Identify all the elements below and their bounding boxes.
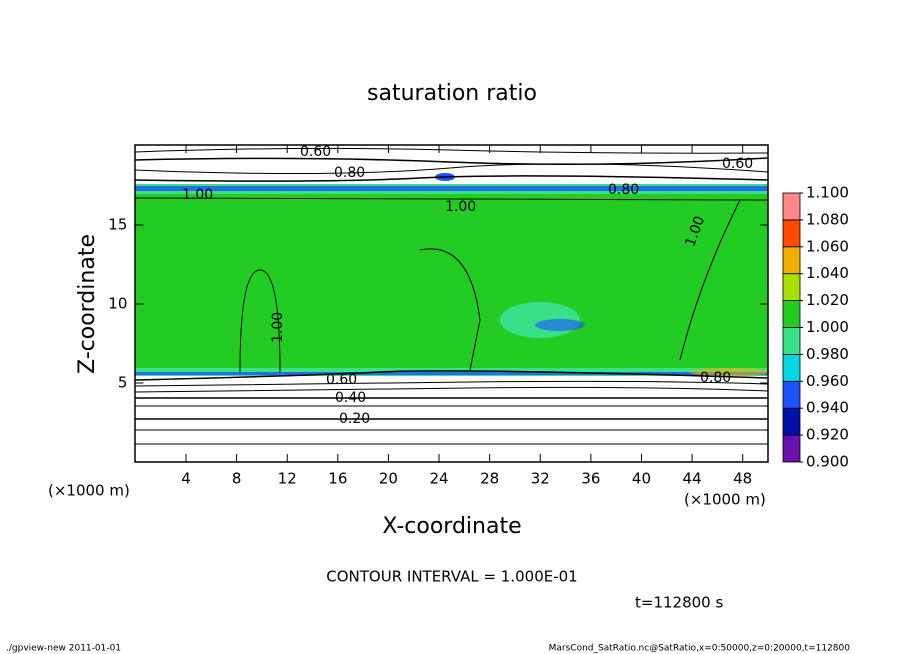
colorbar-label: 0.980 <box>806 345 849 363</box>
x-tick-label: 16 <box>328 470 347 488</box>
contours <box>134 147 769 445</box>
footer-right: MarsCond_SatRatio.nc@SatRatio,x=0:50000,… <box>549 644 851 654</box>
colorbar-label: 1.040 <box>806 264 849 282</box>
x-tick-label: 44 <box>683 470 702 488</box>
contour-label: 1.00 <box>182 187 213 203</box>
colorbar-label: 0.960 <box>806 372 849 390</box>
x-unit: (×1000 m) <box>684 491 766 509</box>
x-tick-label: 48 <box>733 470 752 488</box>
y-unit: (×1000 m) <box>48 482 130 500</box>
colorbar-label: 1.100 <box>806 184 849 202</box>
colorbar-band <box>782 246 801 275</box>
colorbar-label: 0.900 <box>806 453 849 471</box>
colorbar-band <box>782 380 801 409</box>
field-patch <box>690 368 770 376</box>
footer-left: ./gpview-new 2011-01-01 <box>6 644 121 654</box>
field-bottom-edge <box>135 372 768 375</box>
contour-interval: CONTOUR INTERVAL = 1.000E-01 <box>326 568 577 586</box>
contour-label: 0.60 <box>300 144 331 160</box>
contour-label: 0.20 <box>339 411 370 427</box>
x-tick-label: 36 <box>581 470 600 488</box>
colorbar-band <box>782 327 801 355</box>
colorbar-band <box>782 192 801 221</box>
contour-label: 1.00 <box>445 199 476 215</box>
y-tick-label: 5 <box>118 374 128 392</box>
colorbar-label: 1.000 <box>806 318 849 336</box>
x-tick-label: 32 <box>531 470 550 488</box>
contour-label: 0.60 <box>326 372 357 388</box>
colorbar-label: 1.060 <box>806 237 849 255</box>
contour-label: 0.80 <box>608 182 639 198</box>
x-tick-label: 24 <box>430 470 449 488</box>
time-label: t=112800 s <box>635 594 723 612</box>
x-tick-label: 20 <box>379 470 398 488</box>
colorbar-label: 1.020 <box>806 291 849 309</box>
contour-label: 0.80 <box>700 370 731 386</box>
x-axis-label: X-coordinate <box>382 514 521 539</box>
y-axis-label: Z-coordinate <box>75 234 100 374</box>
colorbar-band <box>782 219 801 248</box>
colorbar-band <box>782 353 801 382</box>
contour-label: 0.80 <box>334 165 365 181</box>
field-top-edge <box>135 186 768 191</box>
y-tick-label: 15 <box>108 216 127 234</box>
colorbar-band <box>782 407 801 436</box>
chart-title: saturation ratio <box>367 81 537 106</box>
colorbar-label: 0.940 <box>806 399 849 417</box>
contour-label: 1.00 <box>270 312 286 343</box>
field-green <box>135 192 768 374</box>
x-tick-label: 8 <box>232 470 242 488</box>
colorbar-band <box>782 300 801 328</box>
x-tick-label: 4 <box>181 470 191 488</box>
x-tick-label: 12 <box>278 470 297 488</box>
colorbar-band <box>782 273 801 302</box>
contour-label: 0.40 <box>335 390 366 406</box>
x-tick-label: 40 <box>632 470 651 488</box>
contour-label: 0.60 <box>722 156 753 172</box>
y-tick-label: 10 <box>108 295 127 313</box>
field-patch <box>535 319 585 331</box>
field <box>134 145 770 462</box>
x-tick-label: 28 <box>480 470 499 488</box>
colorbar-label: 0.920 <box>806 426 849 444</box>
colorbar-band <box>782 434 801 463</box>
colorbar-label: 1.080 <box>806 210 849 228</box>
